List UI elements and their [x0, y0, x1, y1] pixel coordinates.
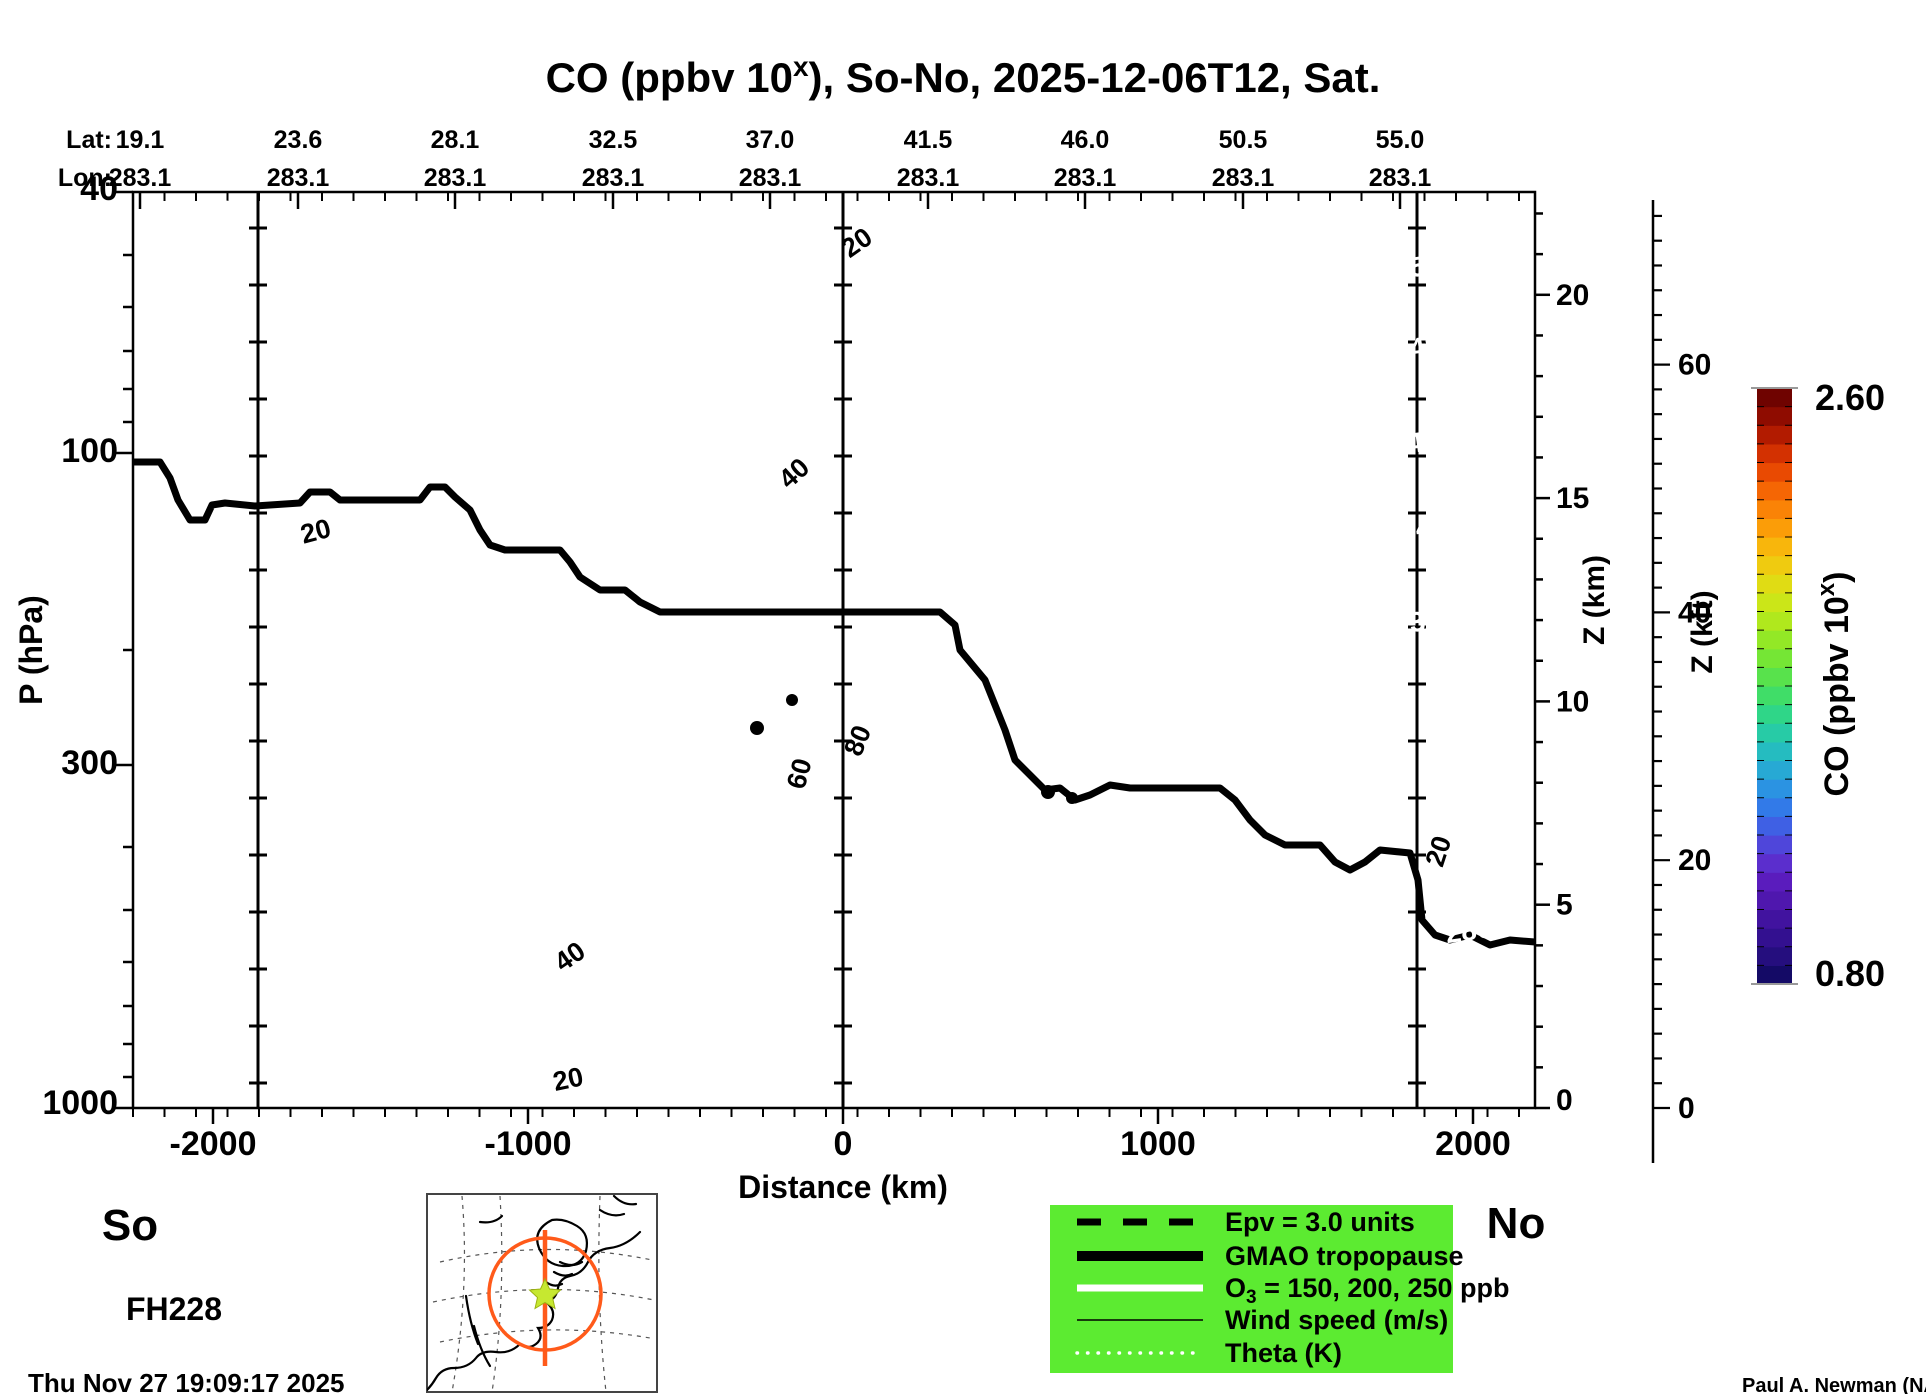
colorbar-label: CO (ppbv 10x) — [1813, 572, 1856, 797]
theta-label: 320 — [1430, 744, 1481, 781]
distance-tick: 2000 — [1435, 1125, 1511, 1163]
zkm-tick: 15 — [1556, 482, 1589, 515]
wind-label: 40 — [773, 452, 815, 494]
tropopause-line — [133, 458, 1536, 949]
zkft-tick: 40 — [1678, 596, 1711, 629]
lat-value: 55.0 — [1376, 126, 1425, 154]
terrain-mask — [150, 1088, 230, 1108]
theta-label: 440 — [563, 360, 614, 397]
latlon-header: Lat: Lon:19.1 23.6 28.1 32.5 37.0 41.5 46.0 50.5… — [58, 126, 1432, 192]
zkft-axis: 60 40 20 0 Z (kft) — [1651, 200, 1719, 1163]
map-inset — [426, 1193, 658, 1393]
lon-value: 283.1 — [424, 164, 487, 192]
satellite-track-lines — [249, 192, 1426, 1108]
terrain-mask — [360, 1102, 378, 1108]
lon-value: 283.1 — [1212, 164, 1275, 192]
zkft-tick: 60 — [1678, 349, 1711, 382]
theta-label: 360 — [565, 650, 616, 687]
theta-labels: 520 480 440 400 360 320 520 480 440 400 360 320 280 — [201, 192, 1494, 960]
lat-value: 50.5 — [1219, 126, 1268, 154]
legend-item-label: O3 = 150, 200, 250 ppb — [1225, 1273, 1510, 1308]
terrain-mask — [556, 1081, 660, 1108]
lat-prefix: Lat: — [66, 126, 112, 154]
distance-tick: -2000 — [170, 1125, 257, 1163]
wind-label: 20 — [550, 1061, 586, 1097]
lat-value: 28.1 — [431, 126, 480, 154]
colorbar-max: 2.60 — [1815, 377, 1885, 418]
lat-value: 37.0 — [746, 126, 795, 154]
wind-label: 20 — [1420, 832, 1458, 870]
legend-item-label: GMAO tropopause — [1225, 1241, 1464, 1271]
zkft-tick: 20 — [1678, 844, 1711, 877]
map-star-icon — [528, 1277, 562, 1310]
distance-tick: 1000 — [1120, 1125, 1196, 1163]
lat-value: 41.5 — [904, 126, 953, 154]
p-axis-tick: 100 — [61, 432, 118, 470]
lon-value: 283.1 — [1369, 164, 1432, 192]
credit: Paul A. Newman (NASA — [1742, 1375, 1926, 1394]
zkm-tick: 0 — [1556, 1084, 1573, 1117]
figure-title: CO (ppbv 10x), So-No, 2025-12-06T12, Sat… — [546, 51, 1381, 101]
theta-label: 400 — [1413, 507, 1464, 544]
theta-label: 520 — [201, 192, 252, 229]
colorbar-min: 0.80 — [1815, 953, 1885, 994]
legend-item-label: Epv = 3.0 units — [1225, 1207, 1415, 1237]
wind-label: 20 — [297, 513, 334, 550]
legend-item-label: Theta (K) — [1225, 1338, 1342, 1368]
lat-value: 32.5 — [589, 126, 638, 154]
forecast-hour: FH228 — [126, 1291, 222, 1327]
lon-value: 283.1 — [267, 164, 330, 192]
zkm-tick: 10 — [1556, 685, 1589, 718]
theta-label: 400 — [603, 494, 654, 531]
terrain-mask — [1075, 1090, 1235, 1108]
theta-label: 480 — [567, 264, 618, 301]
p-axis-tick: 1000 — [42, 1084, 118, 1122]
p-axis-tick: 300 — [61, 744, 118, 782]
colorbar: 2.60 0.80 CO (ppbv 10x) — [1751, 377, 1885, 994]
plot-border — [131, 190, 1537, 1110]
lon-value: 283.1 — [109, 164, 172, 192]
theta-label: 480 — [1407, 327, 1458, 364]
lat-value: 23.6 — [274, 126, 323, 154]
distance-tick: -1000 — [485, 1125, 572, 1163]
distance-tick: 0 — [834, 1125, 853, 1163]
lat-value: 46.0 — [1061, 126, 1110, 154]
theta-label: 520 — [1407, 246, 1458, 283]
north-endpoint-label: No — [1487, 1199, 1546, 1248]
lon-value: 283.1 — [739, 164, 802, 192]
timestamp: Thu Nov 27 19:09:17 2025 — [28, 1368, 345, 1394]
lon-value: 283.1 — [1054, 164, 1117, 192]
theta-label: 360 — [1407, 601, 1458, 638]
p-axis-label: P (hPa) — [13, 595, 49, 705]
wind-label: 60 — [781, 755, 818, 792]
lon-value: 283.1 — [897, 164, 960, 192]
lon-prefix: Lon: — [58, 164, 112, 192]
south-endpoint-label: So — [102, 1201, 158, 1250]
theta-label: 280 — [1443, 912, 1494, 949]
terrain-mask — [665, 1092, 1000, 1108]
legend-item-label: Wind speed (m/s) — [1225, 1305, 1448, 1335]
theta-label: 440 — [1405, 422, 1456, 459]
p-axis-tick: 40 — [80, 170, 118, 208]
zkft-tick: 0 — [1678, 1092, 1695, 1125]
zkm-tick: 20 — [1556, 279, 1589, 312]
zkm-tick: 5 — [1556, 889, 1573, 922]
distance-axis-label: Distance (km) — [738, 1169, 948, 1205]
lon-value: 283.1 — [582, 164, 645, 192]
theta-label: 320 — [513, 923, 564, 960]
terrain-mask — [1290, 1088, 1535, 1108]
zkft-axis-label: Z (kft) — [1686, 590, 1719, 673]
lat-value: 19.1 — [116, 126, 165, 154]
zkm-axis-label: Z (km) — [1578, 555, 1611, 645]
